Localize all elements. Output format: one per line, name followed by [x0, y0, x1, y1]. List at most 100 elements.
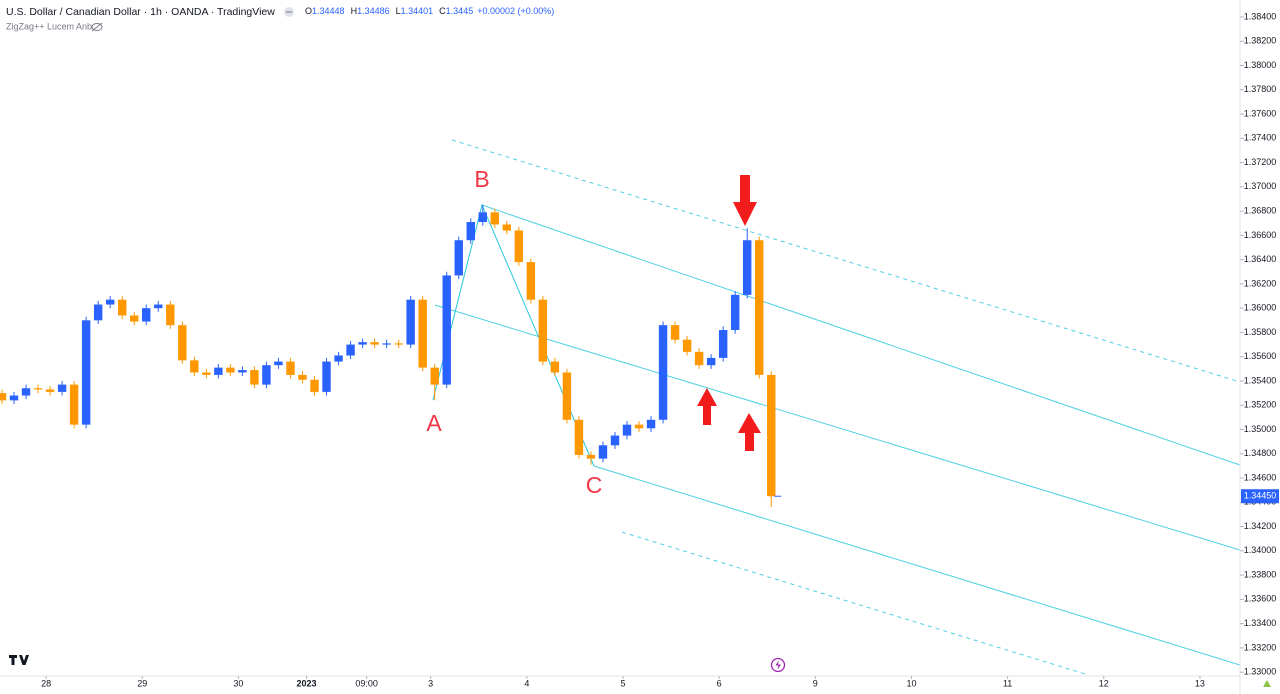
candle-body — [538, 299, 548, 362]
channel-dashed-lower — [621, 531, 1086, 675]
candle-body — [0, 393, 7, 401]
x-tick-label: 30 — [233, 678, 243, 688]
event-icon[interactable] — [770, 657, 786, 673]
x-tick-label: 12 — [1099, 678, 1109, 688]
y-tick-label: 1.36200 — [1244, 278, 1277, 288]
candle-body — [502, 224, 512, 231]
y-tick-label: 1.36000 — [1244, 303, 1277, 313]
y-tick-label: 1.33400 — [1244, 618, 1277, 628]
x-tick-label: 6 — [717, 678, 722, 688]
candle-body — [454, 240, 463, 276]
y-tick-label: 1.36400 — [1244, 254, 1277, 264]
candle-body — [9, 395, 19, 401]
wave-label: B — [474, 166, 489, 192]
candle-body — [142, 308, 151, 322]
candle-body — [550, 361, 560, 373]
candle-body — [742, 240, 752, 295]
event-icon-bolt — [775, 660, 781, 670]
candle-body — [406, 299, 415, 345]
y-tick-label: 1.33600 — [1244, 594, 1277, 604]
candle-body — [442, 275, 451, 385]
candle-body — [694, 351, 704, 366]
candle-body — [514, 230, 524, 263]
x-tick-label: 10 — [906, 678, 916, 688]
channel-middle — [434, 304, 1240, 551]
axis-settings-icon[interactable] — [1263, 680, 1271, 687]
candle-body — [33, 388, 43, 390]
y-tick-label: 1.36800 — [1244, 205, 1277, 215]
candle-body — [646, 419, 656, 429]
candle-body — [358, 342, 367, 345]
candle-body — [214, 367, 223, 375]
arrow-up — [738, 413, 761, 451]
y-tick-label: 1.34200 — [1244, 521, 1277, 531]
y-tick-label: 1.34000 — [1244, 545, 1277, 555]
x-tick-label: 28 — [41, 678, 51, 688]
last-price-label: 1.34450 — [1244, 491, 1277, 501]
candle-body — [490, 212, 500, 225]
ohlc-change: +0.00002 (+0.00%) — [477, 6, 554, 16]
y-tick-label: 1.37800 — [1244, 84, 1277, 94]
visibility-icon[interactable] — [91, 23, 103, 31]
candle-body — [298, 374, 307, 380]
x-tick-label: 9 — [813, 678, 818, 688]
y-tick-label: 1.34600 — [1244, 472, 1277, 482]
wave-label: C — [586, 472, 603, 498]
header: U.S. Dollar / Canadian Dollar · 1h · OAN… — [6, 6, 554, 32]
channel-lower — [593, 465, 1240, 666]
candle-body — [634, 424, 644, 429]
candles — [0, 205, 776, 508]
last-price-badge — [1241, 489, 1279, 504]
indicator-name: ZigZag++ Lucem Anb — [6, 21, 92, 31]
candle-body — [478, 212, 487, 223]
channel-dashed-upper — [451, 139, 1240, 383]
x-tick-label: 3 — [428, 678, 433, 688]
candle-body — [130, 315, 139, 322]
candle-body — [370, 342, 379, 345]
candle-body — [262, 365, 271, 385]
candle-body — [310, 379, 319, 392]
drawing-layer — [432, 139, 1240, 675]
candle-body — [105, 299, 115, 305]
y-tick-label: 1.33800 — [1244, 569, 1277, 579]
candle-body — [117, 299, 127, 316]
y-tick-label: 1.37600 — [1244, 108, 1277, 118]
y-tick-label: 1.35400 — [1244, 375, 1277, 385]
y-tick-label: 1.35600 — [1244, 351, 1277, 361]
x-tick-label: 11 — [1003, 678, 1012, 688]
y-tick-label: 1.38000 — [1244, 60, 1277, 70]
y-tick-label: 1.37000 — [1244, 181, 1277, 191]
ohlc-values: O1.34448 H1.34486 L1.34401 C1.3445 +0.00002 … — [305, 6, 554, 16]
arrow-down — [733, 175, 757, 226]
candle-body — [45, 389, 55, 392]
candle-body — [755, 240, 764, 375]
y-tick-label: 1.35800 — [1244, 327, 1277, 337]
candle-body — [382, 343, 391, 345]
arrows — [697, 175, 761, 451]
y-tick-label: 1.38200 — [1244, 36, 1277, 46]
candle-body — [610, 435, 620, 446]
candle-body — [574, 419, 584, 455]
y-tick-label: 1.37200 — [1244, 157, 1277, 167]
x-tick-label: 13 — [1195, 678, 1205, 688]
y-tick-label: 1.35000 — [1244, 424, 1277, 434]
candle-body — [93, 304, 103, 321]
y-tick-label: 1.33200 — [1244, 642, 1277, 652]
candle-body — [706, 357, 716, 366]
candle-body — [598, 445, 608, 459]
candle-body — [526, 262, 536, 300]
candle-body — [466, 222, 475, 241]
candle-body — [418, 299, 427, 368]
candle-body — [202, 372, 211, 375]
time-axis: 28 29 30 2023 09:00 3 4 5 6 9 10 11 12 13 — [41, 676, 1205, 688]
candle-body — [767, 374, 776, 497]
candle-body — [57, 384, 67, 392]
candle-body — [718, 330, 728, 358]
candle-body — [394, 343, 403, 345]
candle-body — [430, 367, 439, 385]
ohlc-value: 1.34401 — [401, 6, 434, 16]
candle-body — [190, 360, 199, 373]
y-tick-label: 1.35200 — [1244, 400, 1277, 410]
candle-body — [166, 304, 175, 326]
